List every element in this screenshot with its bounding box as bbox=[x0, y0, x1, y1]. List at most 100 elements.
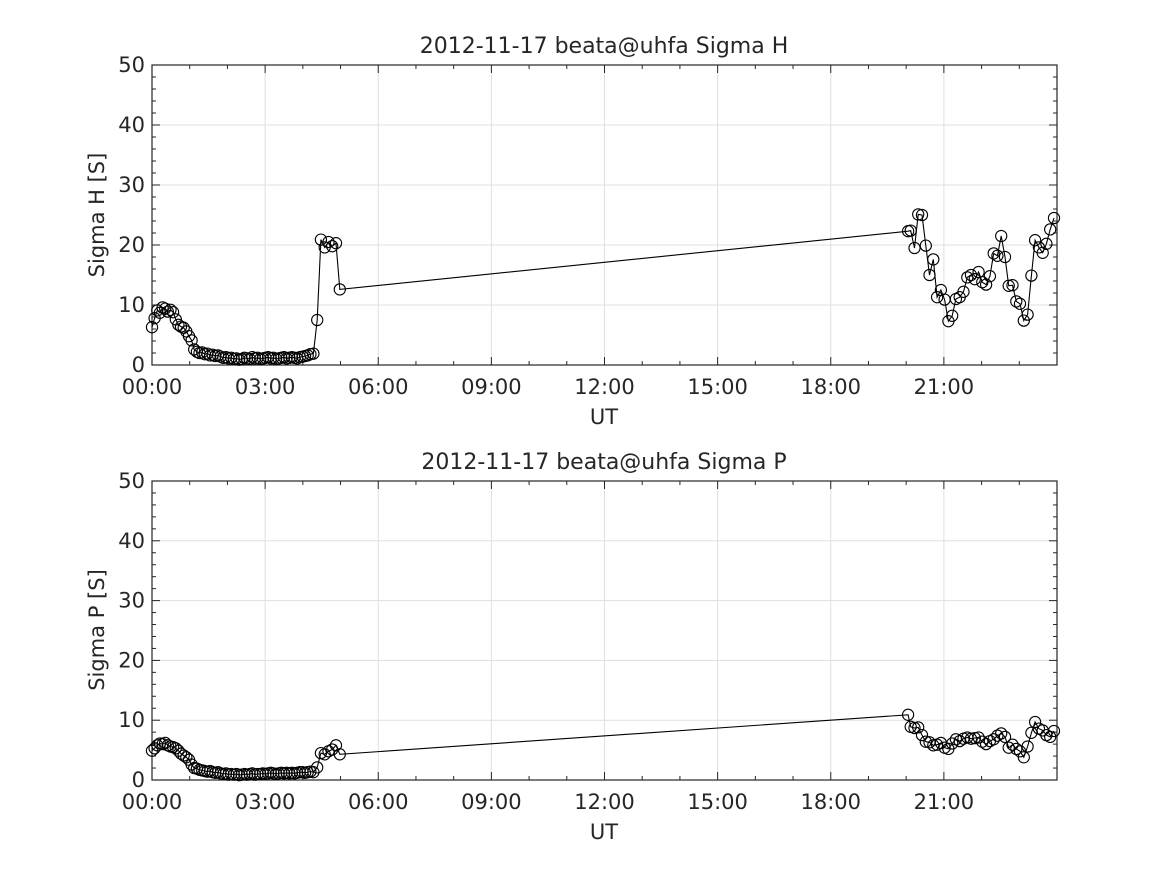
data-point bbox=[987, 247, 1000, 260]
x-tick-label: 06:00 bbox=[348, 375, 409, 399]
x-tick-label: 09:00 bbox=[461, 790, 522, 814]
x-tick-label: 00:00 bbox=[122, 790, 183, 814]
x-tick-labels: 00:00 03:00 06:00 09:00 12:00 15:00 18:00 21:00 bbox=[122, 375, 974, 399]
y-tick-label: 10 bbox=[118, 293, 145, 317]
data-point bbox=[161, 305, 174, 318]
x-tick-label: 18:00 bbox=[800, 375, 861, 399]
y-tick-label: 30 bbox=[118, 589, 145, 613]
y-tick-label: 50 bbox=[118, 53, 145, 77]
data-point bbox=[961, 271, 974, 284]
y-tick-labels: 0 10 20 30 40 50 bbox=[118, 469, 145, 792]
data-point bbox=[1040, 237, 1053, 250]
data-point bbox=[307, 347, 320, 360]
x-tick-label: 00:00 bbox=[122, 375, 183, 399]
x-tick-label: 21:00 bbox=[914, 375, 975, 399]
data-point bbox=[912, 721, 925, 734]
data-point bbox=[976, 276, 989, 289]
data-point bbox=[968, 273, 981, 286]
data-point bbox=[293, 766, 306, 779]
data-point bbox=[927, 739, 940, 752]
data-point bbox=[1028, 715, 1042, 729]
data-point bbox=[1047, 211, 1061, 225]
data-point bbox=[964, 268, 978, 282]
data-point bbox=[329, 237, 343, 250]
chart-title: 2012-11-17 beata@uhfa Sigma H bbox=[420, 34, 789, 59]
data-point bbox=[991, 729, 1004, 742]
data-point bbox=[243, 352, 256, 366]
data-point bbox=[915, 208, 929, 222]
data-point bbox=[1025, 726, 1038, 739]
data-point bbox=[919, 735, 932, 748]
data-point bbox=[314, 233, 328, 246]
y-tick-label: 10 bbox=[118, 708, 145, 732]
sigma-h-chart: 00:00 03:00 06:00 09:00 12:00 15:00 18:00 21:00… bbox=[85, 34, 1061, 429]
data-point bbox=[964, 732, 978, 745]
data-point bbox=[251, 767, 264, 781]
data-point bbox=[923, 268, 936, 282]
data-point bbox=[159, 302, 172, 315]
y-axis-label: Sigma H [S] bbox=[85, 153, 109, 278]
data-point bbox=[326, 240, 339, 253]
data-point bbox=[1047, 724, 1061, 738]
axes-box bbox=[151, 64, 1058, 366]
data-point bbox=[333, 283, 346, 296]
data-point bbox=[151, 739, 164, 752]
data-point bbox=[957, 285, 970, 298]
data-point bbox=[1044, 223, 1057, 236]
data-point bbox=[953, 734, 966, 748]
data-point bbox=[1002, 741, 1015, 754]
x-axis-label: UT bbox=[590, 405, 618, 429]
data-point bbox=[915, 728, 929, 742]
x-tick-label: 09:00 bbox=[461, 375, 522, 399]
data-point bbox=[1017, 751, 1030, 764]
data-point bbox=[972, 731, 985, 744]
data-point bbox=[946, 309, 959, 322]
y-tick-label: 20 bbox=[118, 233, 145, 257]
x-tick-label: 12:00 bbox=[574, 375, 635, 399]
axes-box bbox=[151, 480, 1058, 781]
y-tick-label: 0 bbox=[132, 353, 145, 377]
data-point bbox=[904, 224, 917, 237]
data-point bbox=[1021, 740, 1034, 753]
data-point bbox=[998, 250, 1012, 264]
data-point bbox=[901, 708, 915, 721]
data-point bbox=[1006, 279, 1019, 292]
data-point bbox=[1036, 246, 1049, 259]
data-point bbox=[983, 270, 997, 283]
x-tick-label: 03:00 bbox=[235, 375, 296, 399]
x-tick-label: 15:00 bbox=[687, 790, 748, 814]
data-point bbox=[995, 229, 1008, 243]
y-tick-label: 20 bbox=[118, 648, 145, 672]
data-point bbox=[912, 208, 925, 221]
data-point bbox=[968, 731, 981, 745]
data-point bbox=[1025, 269, 1038, 282]
data-point bbox=[322, 235, 335, 249]
chart-title: 2012-11-17 beata@uhfa Sigma P bbox=[421, 450, 786, 475]
data-point bbox=[946, 737, 959, 750]
x-axis-label: UT bbox=[590, 820, 618, 844]
x-tick-label: 03:00 bbox=[235, 790, 296, 814]
data-point bbox=[311, 761, 324, 774]
series-layer bbox=[145, 208, 1061, 366]
data-point bbox=[1044, 730, 1057, 744]
data-point bbox=[991, 249, 1004, 262]
data-point bbox=[1028, 234, 1042, 247]
y-tick-label: 0 bbox=[132, 768, 145, 792]
y-tick-label: 50 bbox=[118, 469, 145, 493]
data-point bbox=[1002, 279, 1015, 292]
y-tick-label: 40 bbox=[118, 529, 145, 553]
y-tick-label: 30 bbox=[118, 173, 145, 197]
x-tick-label: 18:00 bbox=[800, 790, 861, 814]
data-point bbox=[987, 733, 1000, 746]
data-point bbox=[1010, 295, 1023, 308]
data-point bbox=[166, 306, 180, 319]
data-point bbox=[1006, 738, 1019, 751]
series-layer bbox=[145, 708, 1061, 782]
data-point bbox=[979, 278, 993, 291]
data-point bbox=[311, 313, 324, 327]
data-point bbox=[998, 730, 1012, 744]
x-tick-labels: 00:00 03:00 06:00 09:00 12:00 15:00 18:00 21:00 bbox=[122, 790, 974, 814]
data-point bbox=[919, 239, 932, 252]
data-point bbox=[908, 241, 921, 255]
